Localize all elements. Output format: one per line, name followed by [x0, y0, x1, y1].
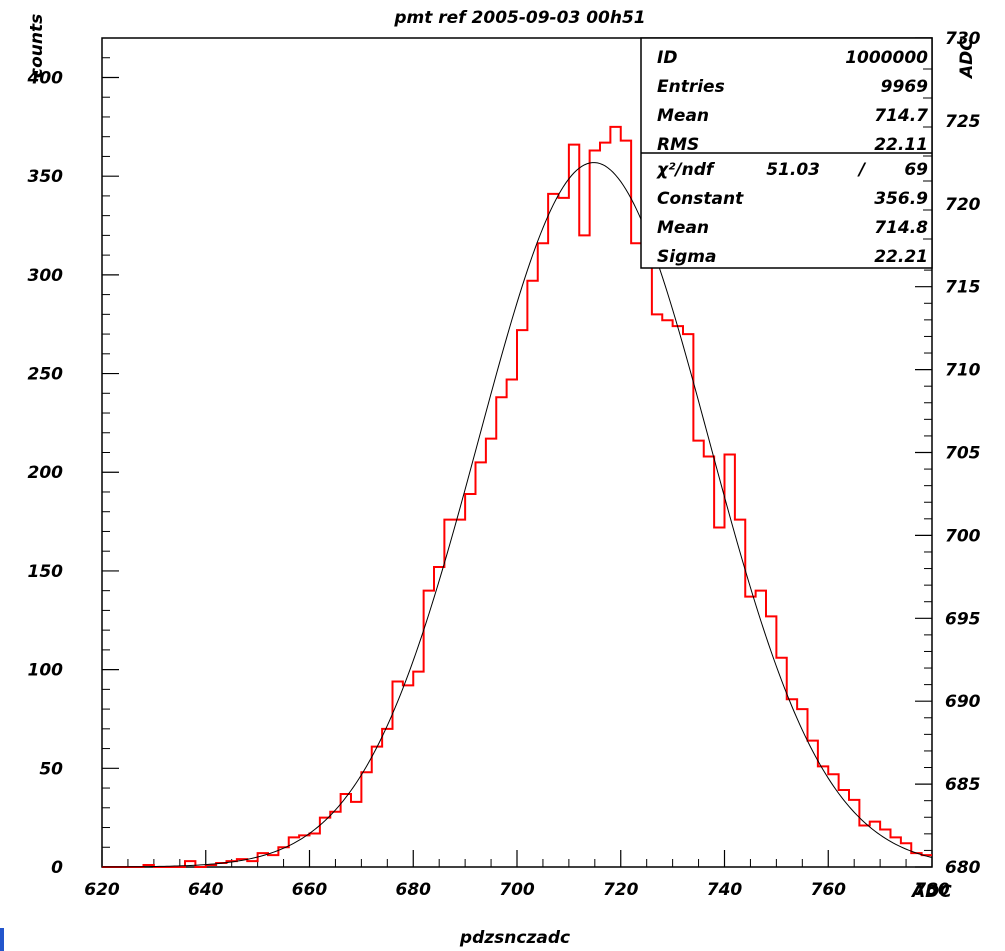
axis-labels: ADC pdzsnczadc counts ADC: [27, 14, 977, 948]
x-tick-label: 700: [499, 880, 535, 900]
x-tick-label: 620: [84, 880, 120, 900]
right-tick-label: 680: [945, 858, 981, 878]
x-tick-label: 780: [914, 880, 950, 900]
chi2-label: χ²/ndf: [656, 160, 716, 180]
stat-label: Mean: [657, 106, 709, 126]
stat-value: 9969: [881, 77, 928, 97]
stat-label: Entries: [657, 77, 725, 97]
fit-param-label: Mean: [657, 218, 709, 238]
x-tick-label: 660: [292, 880, 328, 900]
right-tick-label: 715: [945, 278, 981, 298]
y-tick-label: 400: [27, 68, 64, 88]
y-tick-label: 250: [28, 365, 64, 385]
y-tick-label: 100: [28, 661, 64, 681]
right-tick-label: 705: [945, 444, 981, 464]
fit-param-value: 356.9: [874, 189, 928, 209]
y-tick-label: 200: [28, 463, 64, 483]
x-tick-label: 760: [811, 880, 847, 900]
right-tick-label: 690: [945, 692, 981, 712]
fit-param-value: 22.21: [874, 247, 928, 267]
right-tick-label: 710: [945, 361, 981, 381]
y-tick-label: 350: [28, 167, 64, 187]
chi2-value: 51.03: [766, 160, 820, 180]
stat-label: ID: [657, 48, 677, 68]
fit-param-label: Constant: [657, 189, 744, 209]
chart-title: pmt ref 2005-09-03 00h51: [393, 8, 645, 28]
y-tick-label: 0: [51, 858, 63, 878]
stats-box: ID 1000000 Entries 9969 Mean 714.7 RMS 22.11 χ²/…: [640, 37, 933, 269]
right-tick-label: 720: [945, 195, 981, 215]
right-tick-label: 700: [945, 526, 981, 546]
x-tick-label: 720: [603, 880, 639, 900]
fit-param-label: Sigma: [657, 247, 716, 267]
y-tick-label: 50: [39, 759, 63, 779]
histogram-series: [102, 125, 932, 868]
right-tick-label: 685: [945, 775, 981, 795]
ndf-value: 69: [904, 160, 928, 180]
x-axis-label: pdzsnczadc: [459, 928, 570, 948]
stat-value: 22.11: [874, 135, 928, 155]
stat-label: RMS: [657, 135, 699, 155]
stat-value: 714.7: [874, 106, 928, 126]
right-tick-label: 730: [945, 29, 981, 49]
right-axis-label: ADC: [957, 38, 977, 80]
x-unit-label: ADC: [910, 882, 952, 902]
y-axis-label: counts: [27, 14, 47, 78]
fit-curve: [101, 162, 933, 868]
left-edge-marker: [0, 928, 4, 951]
fit-param-value: 714.8: [874, 218, 928, 238]
x-tick-label: 740: [707, 880, 743, 900]
chi2-separator: /: [857, 160, 867, 180]
y-axis: 0 50 100 150 200 250 300 350 400: [27, 37, 119, 878]
stat-value: 1000000: [845, 48, 928, 68]
x-axis: 620 640 660 680 700 720 740 760 780: [84, 850, 950, 900]
y-tick-label: 150: [28, 562, 64, 582]
right-tick-label: 725: [945, 112, 981, 132]
x-tick-label: 680: [396, 880, 432, 900]
histogram-steps: [102, 125, 932, 868]
x-tick-label: 640: [188, 880, 224, 900]
right-tick-label: 695: [945, 609, 981, 629]
y-tick-label: 300: [28, 266, 64, 286]
gaussian-fit: [101, 162, 933, 868]
